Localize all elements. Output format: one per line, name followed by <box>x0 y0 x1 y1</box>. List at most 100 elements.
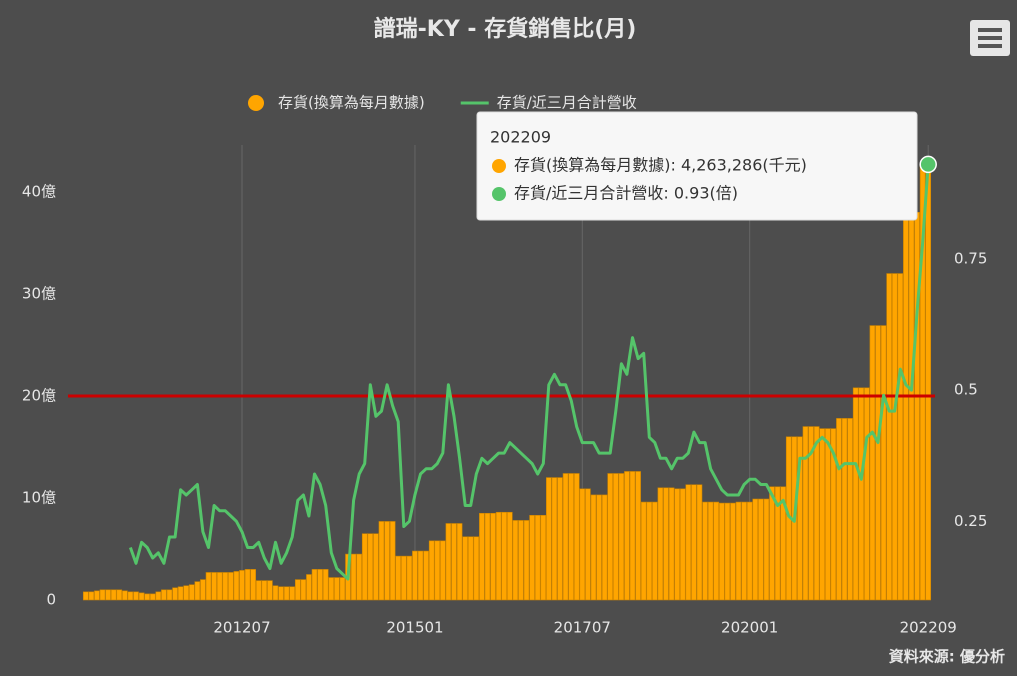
bar <box>925 165 932 601</box>
bar <box>512 520 519 601</box>
x-tick-label: 202001 <box>721 619 778 637</box>
bar <box>434 540 441 601</box>
bar <box>211 572 217 601</box>
bar <box>423 550 429 601</box>
bar <box>864 387 870 601</box>
bar <box>707 501 714 601</box>
bar <box>724 502 731 601</box>
bar <box>774 486 781 601</box>
bar <box>194 581 201 601</box>
bar <box>283 586 290 601</box>
y-tick-label: 10億 <box>22 488 56 506</box>
x-tick-label: 201501 <box>386 619 443 637</box>
bar <box>836 418 842 601</box>
bar <box>546 477 552 601</box>
bar <box>378 521 385 601</box>
bar <box>88 591 95 601</box>
bar <box>334 577 340 601</box>
bar <box>144 593 150 601</box>
bar <box>216 572 223 601</box>
bar <box>82 591 89 601</box>
bar <box>769 486 775 601</box>
bar <box>551 477 558 601</box>
bar <box>741 501 747 601</box>
legend-label: 存貨/近三月合計營收 <box>497 94 637 112</box>
bar <box>696 484 703 601</box>
bar <box>133 591 139 601</box>
bar <box>233 571 240 601</box>
bar <box>713 501 720 601</box>
bar <box>646 501 653 601</box>
bar <box>573 473 580 601</box>
bar <box>780 486 786 601</box>
bar <box>847 418 853 601</box>
bar <box>384 521 390 601</box>
bar <box>663 487 669 601</box>
legend-label: 存貨(換算為每月數據) <box>278 94 425 112</box>
bar <box>289 586 296 601</box>
y-tick-label: 20億 <box>22 386 56 404</box>
menu-button[interactable] <box>970 20 1010 56</box>
bar <box>674 488 680 601</box>
bar <box>691 484 697 601</box>
bar <box>306 574 312 601</box>
bar <box>239 570 245 601</box>
bar <box>172 587 178 601</box>
bar <box>161 589 167 601</box>
bar <box>601 494 608 601</box>
bar <box>222 572 229 601</box>
bar <box>339 577 346 601</box>
bar <box>758 498 764 601</box>
tooltip-dot <box>492 159 506 173</box>
bar <box>278 586 284 601</box>
bar <box>300 579 307 601</box>
bar <box>568 473 574 601</box>
bar <box>612 473 619 601</box>
menu-bar <box>978 44 1002 48</box>
y-tick-label: 0 <box>46 591 56 609</box>
bar <box>490 512 496 601</box>
bar <box>138 592 145 601</box>
bar <box>417 550 424 601</box>
bar <box>852 387 859 601</box>
bar <box>322 569 329 601</box>
bar <box>903 212 909 601</box>
bar <box>624 471 630 601</box>
bar <box>183 585 190 601</box>
bar <box>200 579 206 601</box>
bar <box>428 540 435 601</box>
bar <box>702 501 708 601</box>
bar <box>668 487 675 601</box>
bar <box>294 579 301 601</box>
x-tick-label: 201707 <box>554 619 611 637</box>
menu-bar <box>978 28 1002 32</box>
bar <box>808 426 814 601</box>
bar <box>177 586 184 601</box>
bar <box>440 540 446 601</box>
bar <box>585 488 591 601</box>
bar <box>652 501 658 601</box>
bar <box>105 589 111 601</box>
bar <box>763 498 770 601</box>
chart-title: 譜瑞-KY - 存貨銷售比(月) <box>374 16 637 42</box>
bar <box>94 590 100 601</box>
tooltip-item: 存貨/近三月合計營收: 0.93(倍) <box>514 184 738 203</box>
bar <box>657 487 664 601</box>
bar <box>841 418 848 601</box>
bar <box>350 553 357 601</box>
y2-tick-label: 0.25 <box>954 512 987 530</box>
bar <box>317 569 323 601</box>
menu-bar <box>978 36 1002 40</box>
bar <box>523 520 530 601</box>
bar <box>205 572 212 601</box>
bar <box>534 515 541 601</box>
tooltip-title: 202209 <box>490 128 551 147</box>
bar <box>445 523 452 601</box>
bar <box>685 484 692 601</box>
bar <box>718 502 725 601</box>
legend-symbol <box>248 95 264 111</box>
bar <box>880 325 887 601</box>
bar <box>579 488 586 601</box>
